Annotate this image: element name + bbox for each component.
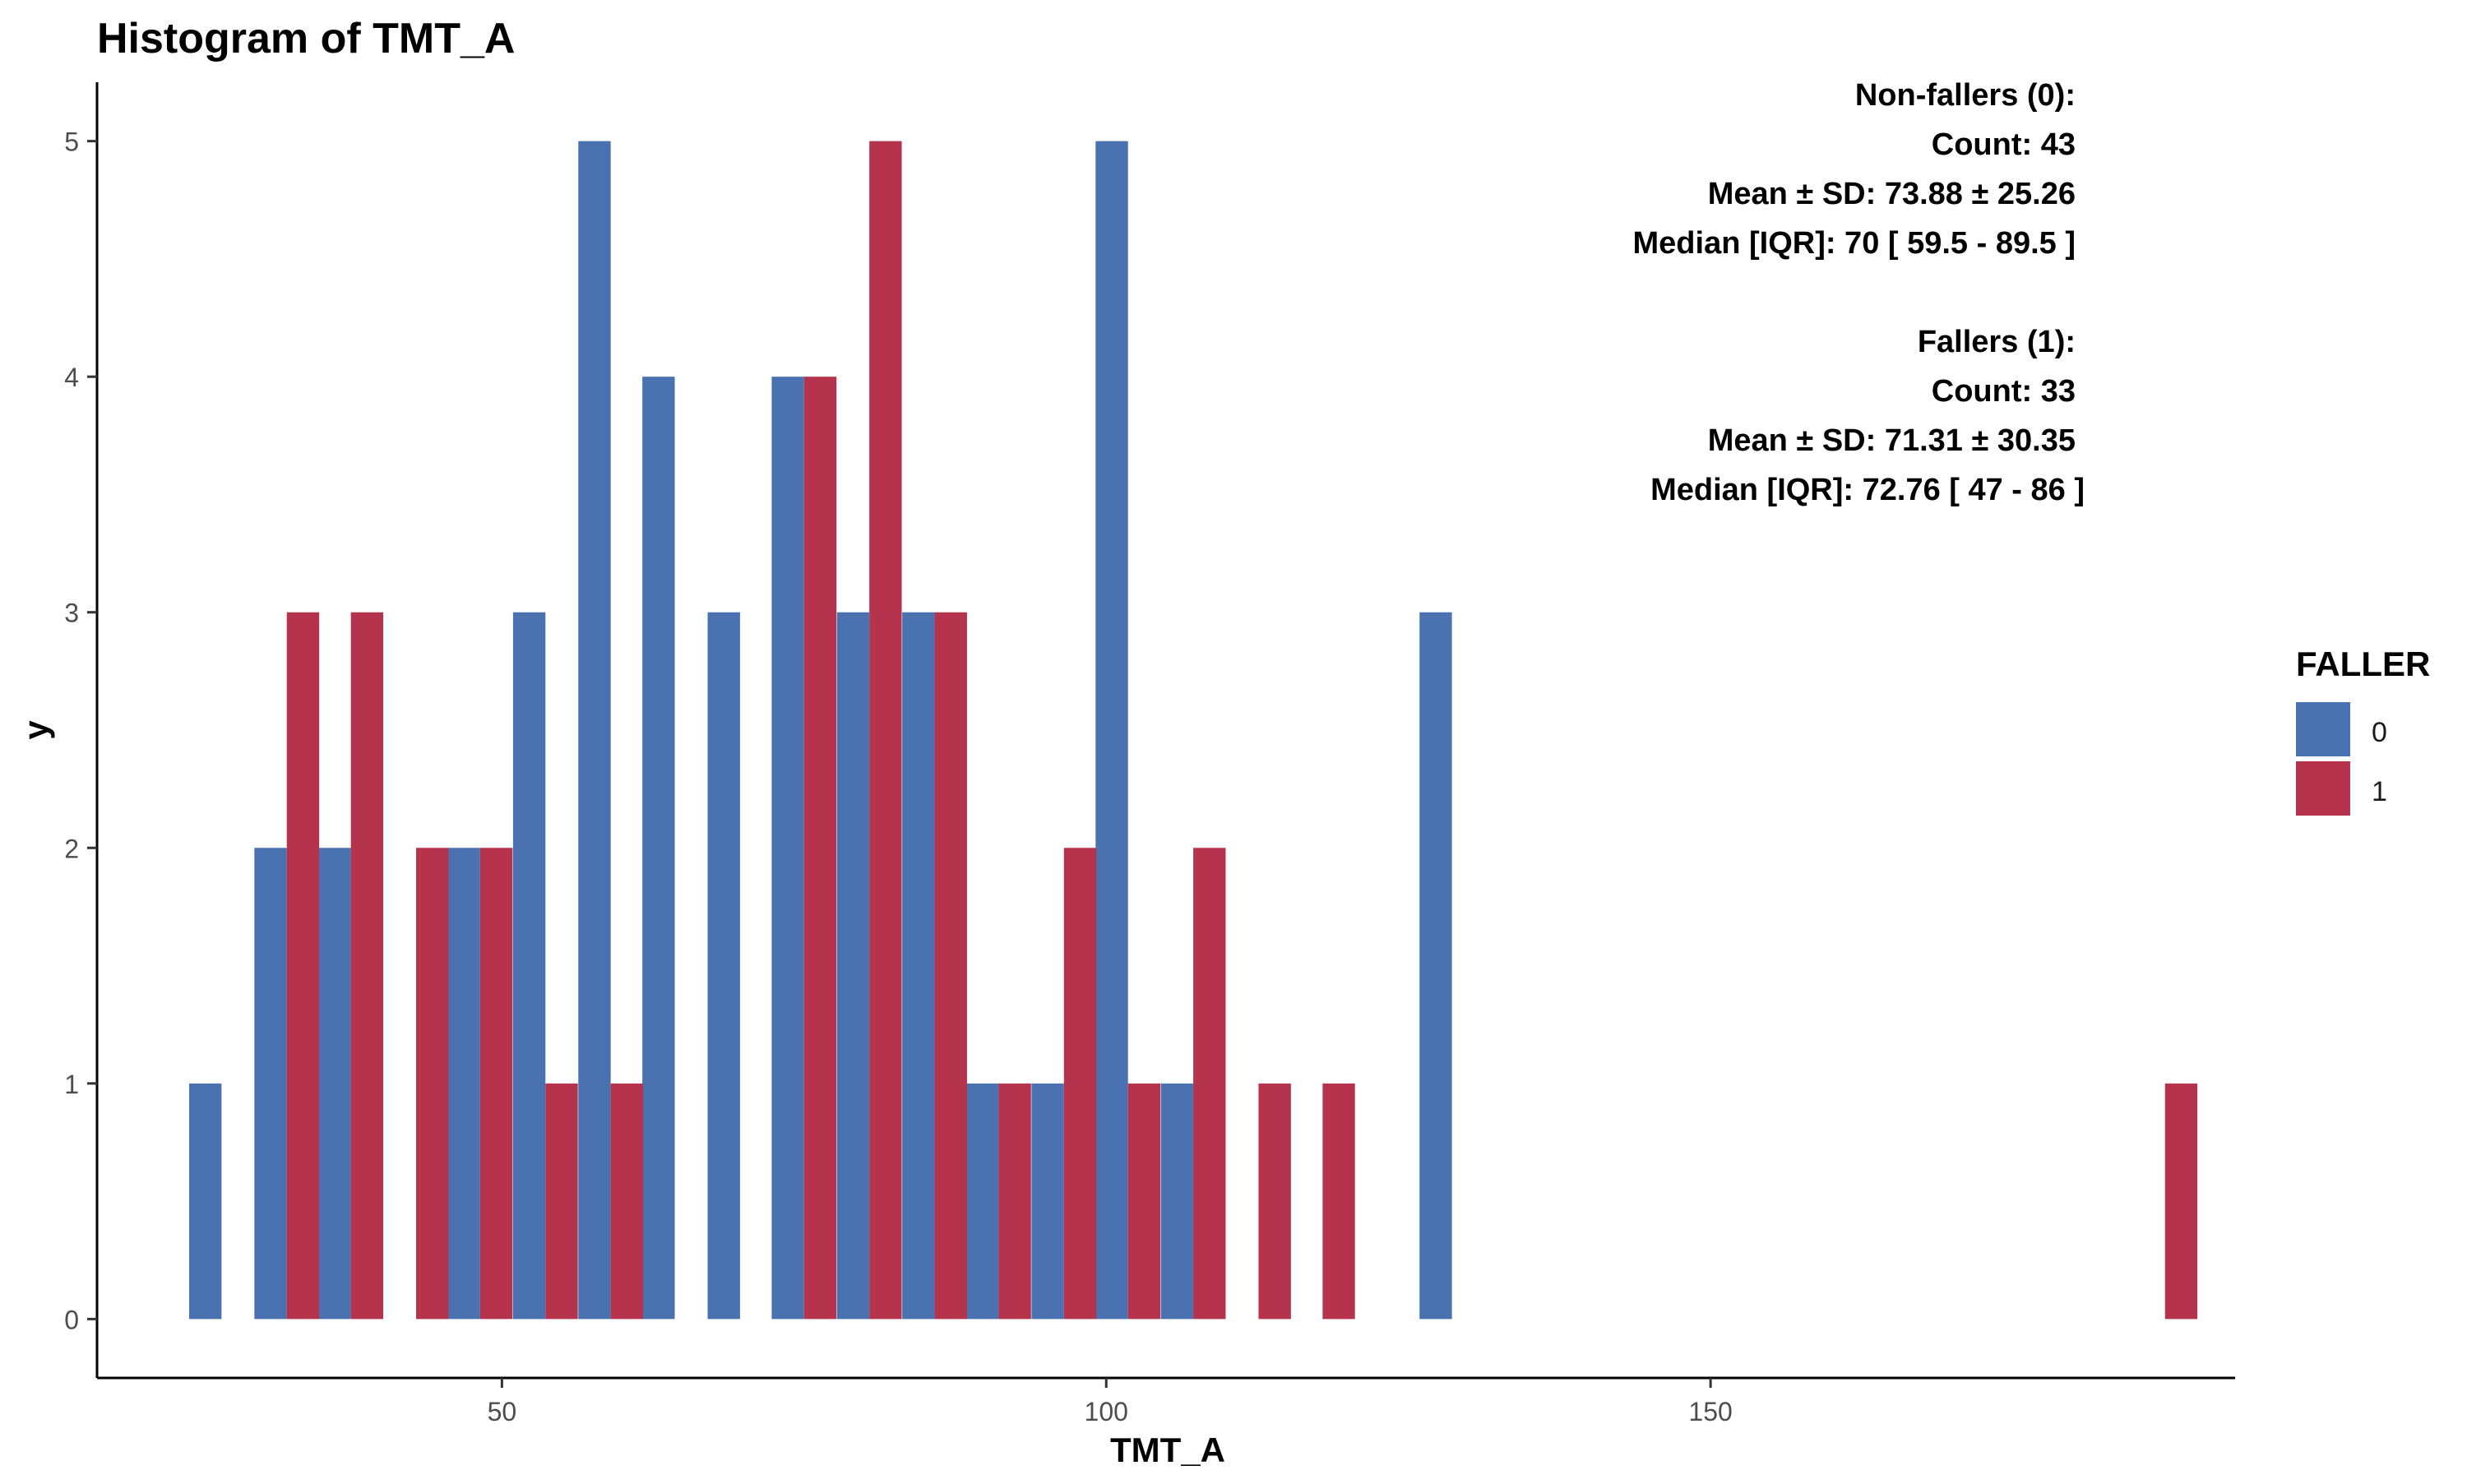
annotation-line: Mean ± SD: 73.88 ± 25.26 xyxy=(1708,177,2076,211)
annotation-line: Non-fallers (0): xyxy=(1855,78,2076,113)
annotation-line: Mean ± SD: 71.31 ± 30.35 xyxy=(1708,423,2076,458)
histogram-bar-series-1 xyxy=(934,612,967,1320)
histogram-bar-series-0 xyxy=(447,848,480,1320)
plot-area: 0 1 2 3 4 5 50 100 150 xyxy=(64,82,2235,1426)
histogram-bar-series-1 xyxy=(610,1083,644,1320)
x-tick-label: 50 xyxy=(488,1397,517,1426)
legend-label-1: 1 xyxy=(2372,776,2387,807)
legend-swatch-0 xyxy=(2296,702,2350,756)
histogram-bar-series-0 xyxy=(189,1083,222,1320)
y-tick-label: 1 xyxy=(64,1070,79,1099)
histogram-bar-series-1 xyxy=(545,1083,578,1320)
histogram-bar-series-0 xyxy=(1160,1083,1194,1320)
histogram-bar-series-0 xyxy=(642,377,675,1320)
x-tick-label: 100 xyxy=(1085,1397,1128,1426)
stats-annotation: Non-fallers (0): Count: 43 Mean ± SD: 73… xyxy=(1633,78,2085,507)
legend-title: FALLER xyxy=(2296,645,2430,683)
legend-label-0: 0 xyxy=(2372,717,2387,748)
histogram-bar-series-0 xyxy=(966,1083,999,1320)
histogram-bar-series-1 xyxy=(803,377,837,1320)
annotation-line: Median [IQR]: 70 [ 59.5 - 89.5 ] xyxy=(1633,226,2076,261)
histogram-bar-series-0 xyxy=(1419,612,1452,1320)
histogram-bar-series-0 xyxy=(707,612,740,1320)
histogram-bar-series-1 xyxy=(286,612,320,1320)
y-tick-label: 0 xyxy=(64,1305,79,1334)
histogram-bar-series-0 xyxy=(836,612,870,1320)
histogram-bar-series-1 xyxy=(416,848,449,1320)
x-tick-label: 150 xyxy=(1688,1397,1732,1426)
histogram-bar-series-1 xyxy=(350,612,384,1320)
x-axis-label: TMT_A xyxy=(1110,1431,1225,1469)
histogram-bar-series-0 xyxy=(1095,141,1128,1320)
histogram-bar-series-0 xyxy=(318,848,351,1320)
histogram-bar-series-1 xyxy=(1127,1083,1161,1320)
histogram-bar-series-0 xyxy=(771,377,804,1320)
annotation-line: Count: 33 xyxy=(1932,374,2076,409)
histogram-bar-series-1 xyxy=(1063,848,1097,1320)
histogram-bar-series-1 xyxy=(2164,1083,2198,1320)
histogram-bar-series-1 xyxy=(1193,848,1226,1320)
histogram-bar-series-0 xyxy=(902,612,935,1320)
y-axis-label: y xyxy=(16,720,55,740)
chart-title: Histogram of TMT_A xyxy=(97,15,515,62)
histogram-bar-series-0 xyxy=(1031,1083,1064,1320)
histogram-bar-series-1 xyxy=(1322,1083,1355,1320)
annotation-line: Median [IQR]: 72.76 [ 47 - 86 ] xyxy=(1650,473,2085,507)
histogram-bar-series-1 xyxy=(1258,1083,1291,1320)
legend-swatch-1 xyxy=(2296,761,2350,816)
y-tick-label: 4 xyxy=(64,363,79,392)
y-tick-label: 5 xyxy=(64,127,79,157)
histogram-bar-series-1 xyxy=(479,848,513,1320)
y-tick-label: 2 xyxy=(64,834,79,863)
histogram-bar-series-0 xyxy=(254,848,287,1320)
histogram-bar-series-0 xyxy=(578,141,611,1320)
histogram-bar-series-1 xyxy=(869,141,902,1320)
y-tick-label: 3 xyxy=(64,599,79,628)
legend: FALLER 0 1 xyxy=(2296,645,2430,816)
annotation-line: Fallers (1): xyxy=(1918,325,2076,359)
annotation-line: Count: 43 xyxy=(1932,127,2076,162)
histogram-bar-series-0 xyxy=(512,612,546,1320)
histogram-bar-series-1 xyxy=(998,1083,1031,1320)
